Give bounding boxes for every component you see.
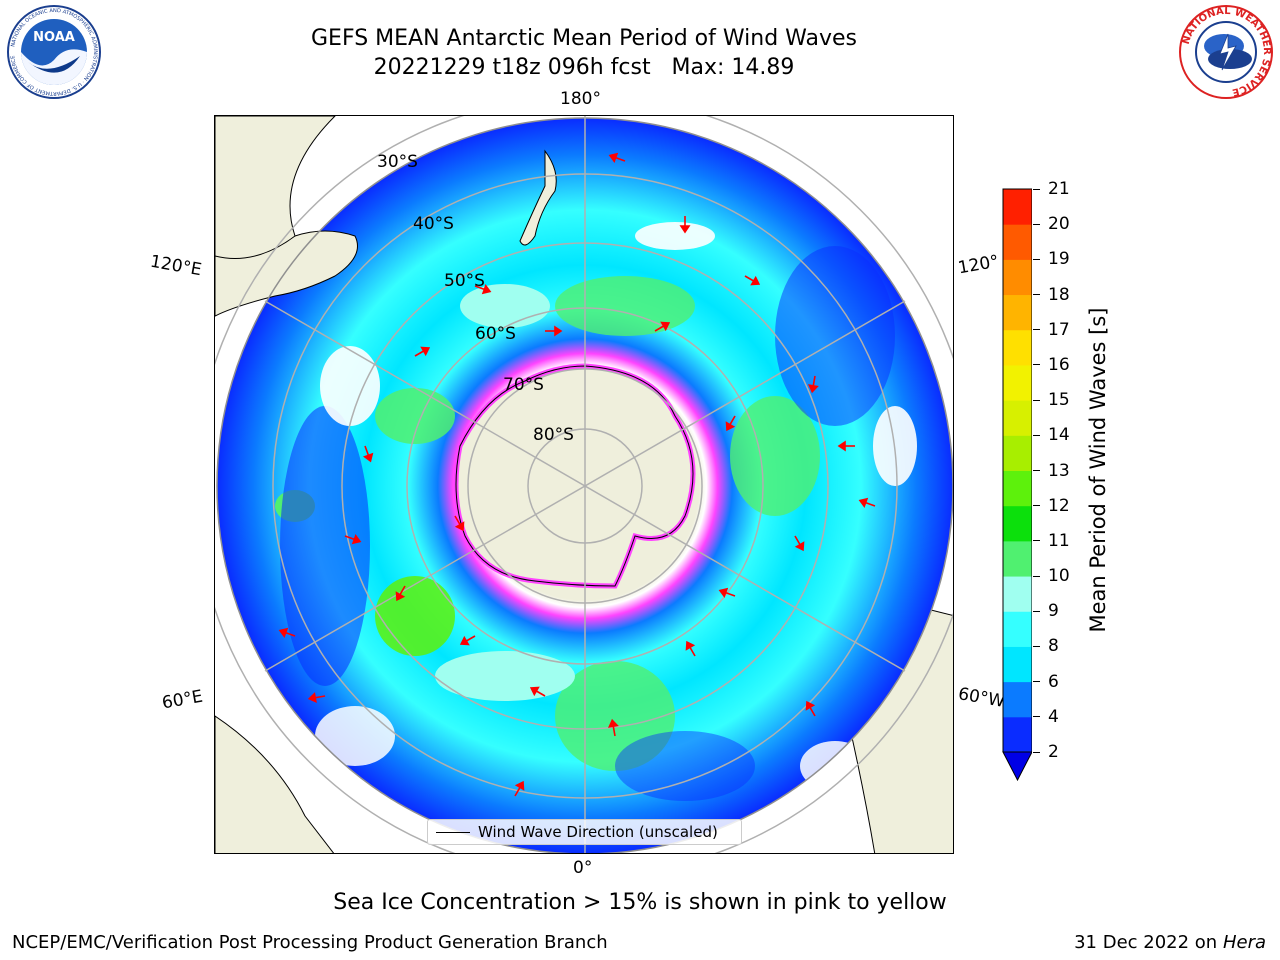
svg-text:NOAA: NOAA — [33, 30, 75, 45]
colorbar-tick-mark — [1033, 681, 1040, 683]
lat-label-30s: 30°S — [377, 152, 418, 172]
colorbar-segment — [1003, 646, 1032, 683]
sea-ice-note: Sea Ice Concentration > 15% is shown in … — [333, 890, 947, 915]
colorbar-tick-label: 19 — [1048, 249, 1070, 270]
colorbar-tick-mark — [1033, 223, 1040, 225]
colorbar-segment — [1003, 435, 1032, 471]
colorbar-segment — [1003, 224, 1032, 260]
lon-label-60e: 60°E — [160, 686, 205, 714]
colorbar-segment — [1003, 540, 1032, 577]
footer-date: 31 Dec 2022 on Hera — [1074, 932, 1266, 953]
legend-line-icon — [436, 831, 470, 833]
lat-label-40s: 40°S — [413, 214, 454, 234]
lon-label-60w: 60°W — [956, 684, 1007, 712]
colorbar-segment — [1003, 470, 1032, 507]
lat-label-60s: 60°S — [475, 324, 516, 344]
colorbar-tick-mark — [1033, 329, 1040, 331]
colorbar-tick-mark — [1033, 188, 1040, 190]
colorbar-segment — [1003, 364, 1032, 401]
colorbar — [1002, 188, 1032, 782]
map-legend: Wind Wave Direction (unscaled) — [427, 819, 742, 845]
lon-label-120w: 120° — [956, 251, 1001, 279]
colorbar-segment — [1003, 400, 1032, 436]
colorbar-tick-mark — [1033, 364, 1040, 366]
colorbar-tick-mark — [1033, 505, 1040, 507]
lat-label-50s: 50°S — [444, 271, 485, 291]
lon-label-180: 180° — [560, 89, 601, 109]
colorbar-tick-label: 12 — [1048, 495, 1070, 516]
colorbar-tick-label: 20 — [1048, 214, 1070, 235]
colorbar-tick-label: 11 — [1048, 530, 1070, 551]
colorbar-segment — [1003, 505, 1032, 542]
footer-host: Hera — [1222, 932, 1266, 953]
colorbar-segment — [1003, 189, 1032, 225]
colorbar-tick-mark — [1033, 294, 1040, 296]
colorbar-segment — [1003, 259, 1032, 296]
colorbar-tick-mark — [1033, 645, 1040, 647]
noaa-logo: NOAA NATIONAL OCEANIC AND ATMOSPHERIC AD… — [6, 4, 102, 100]
colorbar-segment — [1003, 716, 1032, 753]
legend-label: Wind Wave Direction (unscaled) — [478, 823, 718, 841]
lat-label-80s: 80°S — [533, 425, 574, 445]
colorbar-tick-label: 9 — [1048, 601, 1059, 622]
lon-label-120e: 120°E — [148, 251, 204, 281]
colorbar-tick-label: 21 — [1048, 179, 1070, 199]
colorbar-tick-label: 13 — [1048, 460, 1070, 481]
colorbar-tick-mark — [1033, 575, 1040, 577]
plot-title-line1: GEFS MEAN Antarctic Mean Period of Wind … — [311, 26, 857, 51]
colorbar-tick-label: 6 — [1048, 671, 1059, 692]
footer-date-text: 31 Dec 2022 on — [1074, 932, 1218, 953]
colorbar-tick-label: 10 — [1048, 566, 1070, 587]
colorbar-tick-mark — [1033, 470, 1040, 471]
colorbar-tick-label: 8 — [1048, 636, 1059, 657]
colorbar-tick-label: 15 — [1048, 390, 1070, 411]
colorbar-segment — [1003, 294, 1032, 331]
colorbar-tick-label: 18 — [1048, 284, 1070, 305]
colorbar-tick-label: 17 — [1048, 319, 1070, 340]
colorbar-segment — [1003, 611, 1032, 647]
colorbar-tick-mark — [1033, 751, 1040, 753]
colorbar-segment — [1003, 681, 1032, 718]
colorbar-tick-mark — [1033, 258, 1040, 260]
colorbar-tick-mark — [1033, 716, 1040, 718]
colorbar-tick-mark — [1033, 540, 1040, 542]
colorbar-tick-mark — [1033, 399, 1040, 401]
plot-title-line2: 20221229 t18z 096h fcst Max: 14.89 — [373, 55, 795, 80]
colorbar-tick-label: 4 — [1048, 706, 1059, 727]
colorbar-segment — [1003, 576, 1032, 612]
colorbar-tick-label: 16 — [1048, 354, 1070, 375]
lon-label-0: 0° — [573, 858, 593, 878]
footer-credit: NCEP/EMC/Verification Post Processing Pr… — [12, 932, 608, 953]
colorbar-label: Mean Period of Wind Waves [s] — [1086, 307, 1110, 633]
colorbar-tick-label: 2 — [1048, 742, 1059, 762]
lat-label-70s: 70°S — [503, 375, 544, 395]
nws-logo: NATIONAL WEATHER SERVICE — [1178, 4, 1274, 100]
colorbar-segment — [1003, 329, 1032, 366]
colorbar-tick-label: 14 — [1048, 425, 1070, 446]
colorbar-tick-mark — [1033, 434, 1040, 436]
colorbar-tick-mark — [1033, 610, 1040, 612]
polar-map: 30°S 40°S 50°S 60°S 70°S 80°S — [214, 115, 954, 854]
